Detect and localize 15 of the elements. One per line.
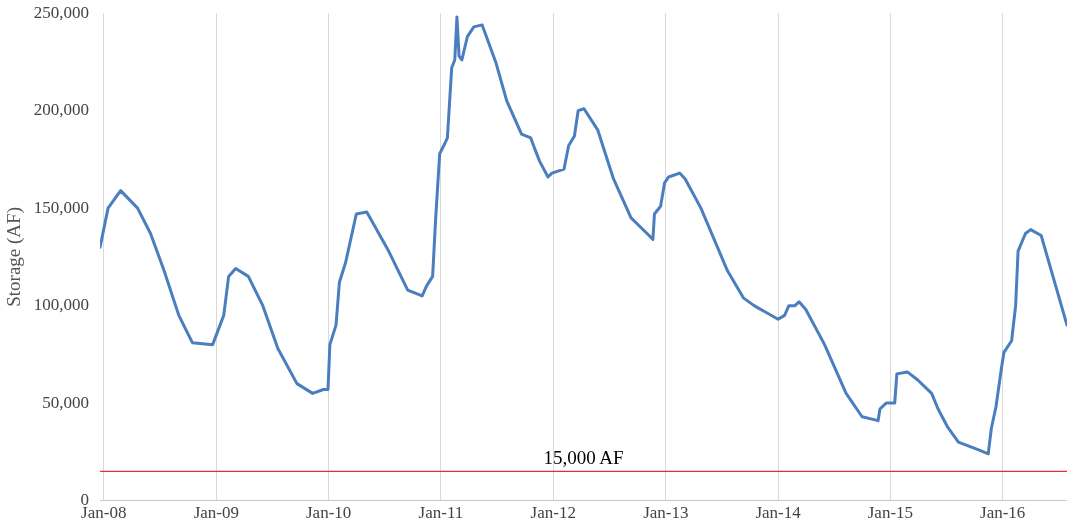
y-tick-label: 100,000 <box>33 295 90 315</box>
y-axis-title: Storage (AF) <box>3 207 26 307</box>
x-tick-label: Jan-16 <box>980 503 1026 523</box>
y-tick-label: 250,000 <box>33 2 90 22</box>
y-tick-label: 50,000 <box>42 392 90 412</box>
x-tick-label: Jan-15 <box>867 503 914 523</box>
x-tick-label: Jan-11 <box>418 503 464 523</box>
x-tick-label: Jan-14 <box>755 503 802 523</box>
x-tick-label: Jan-09 <box>193 503 240 523</box>
x-tick-label: Jan-10 <box>305 503 352 523</box>
x-tick-label: Jan-12 <box>530 503 576 523</box>
x-tick-label: Jan-13 <box>643 503 689 523</box>
ref-line-label: 15,000 AF <box>543 446 624 468</box>
y-tick-label: 150,000 <box>33 197 90 217</box>
y-tick-label: 200,000 <box>33 100 90 120</box>
